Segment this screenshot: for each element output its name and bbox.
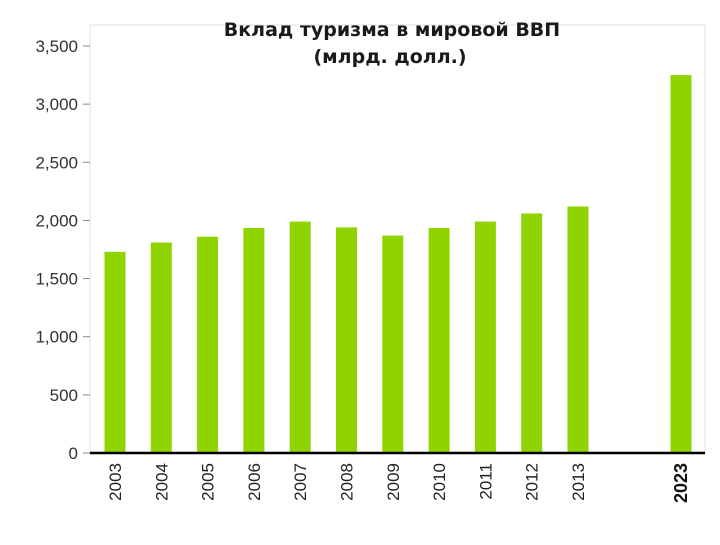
x-tick-label: 2012 [523,463,542,501]
bar-2023 [670,75,692,454]
chart-title: Вклад туризма в мировой ВВП [224,19,560,41]
x-tick-label: 2005 [199,463,218,501]
x-tick-label: 2009 [384,463,403,501]
bars-group [104,75,692,454]
y-tick-label: 2,500 [35,153,78,172]
bar-2004 [150,242,172,453]
x-tick-label: 2013 [569,463,588,501]
bar-2007 [289,221,311,453]
x-axis: 2003 2004 2005 2006 2007 2008 2009 2010 2011 2012… [106,463,691,503]
x-tick-label: 2008 [338,463,357,501]
chart-subtitle: (млрд. долл.) [313,46,466,68]
bar-2006 [243,227,265,453]
x-tick-label: 2011 [476,463,495,500]
bar-2011 [474,221,496,453]
bar-2008 [336,227,357,453]
x-tick-label: 2007 [291,463,310,501]
y-tick-label: 2,000 [35,211,78,230]
bar-2013 [567,206,589,453]
x-tick-label: 2006 [245,463,264,501]
y-tick-label: 3,500 [35,37,78,56]
y-axis: 0 500 1,000 1,500 2,000 2,500 3,000 3,500 [35,37,90,463]
y-tick-label: 3,000 [35,95,78,114]
y-tick-label: 1,500 [35,270,78,289]
bar-2003 [104,251,126,453]
bar-2009 [382,235,404,453]
x-tick-label: 2023 [671,463,691,503]
bar-2012 [521,213,543,453]
y-tick-label: 0 [69,444,78,463]
bar-2010 [428,227,450,453]
x-tick-label: 2010 [430,463,449,501]
bar-2005 [197,236,219,453]
x-tick-label: 2004 [152,463,171,501]
x-tick-label: 2003 [106,463,125,501]
y-tick-label: 500 [50,386,78,405]
y-tick-label: 1,000 [35,328,78,347]
